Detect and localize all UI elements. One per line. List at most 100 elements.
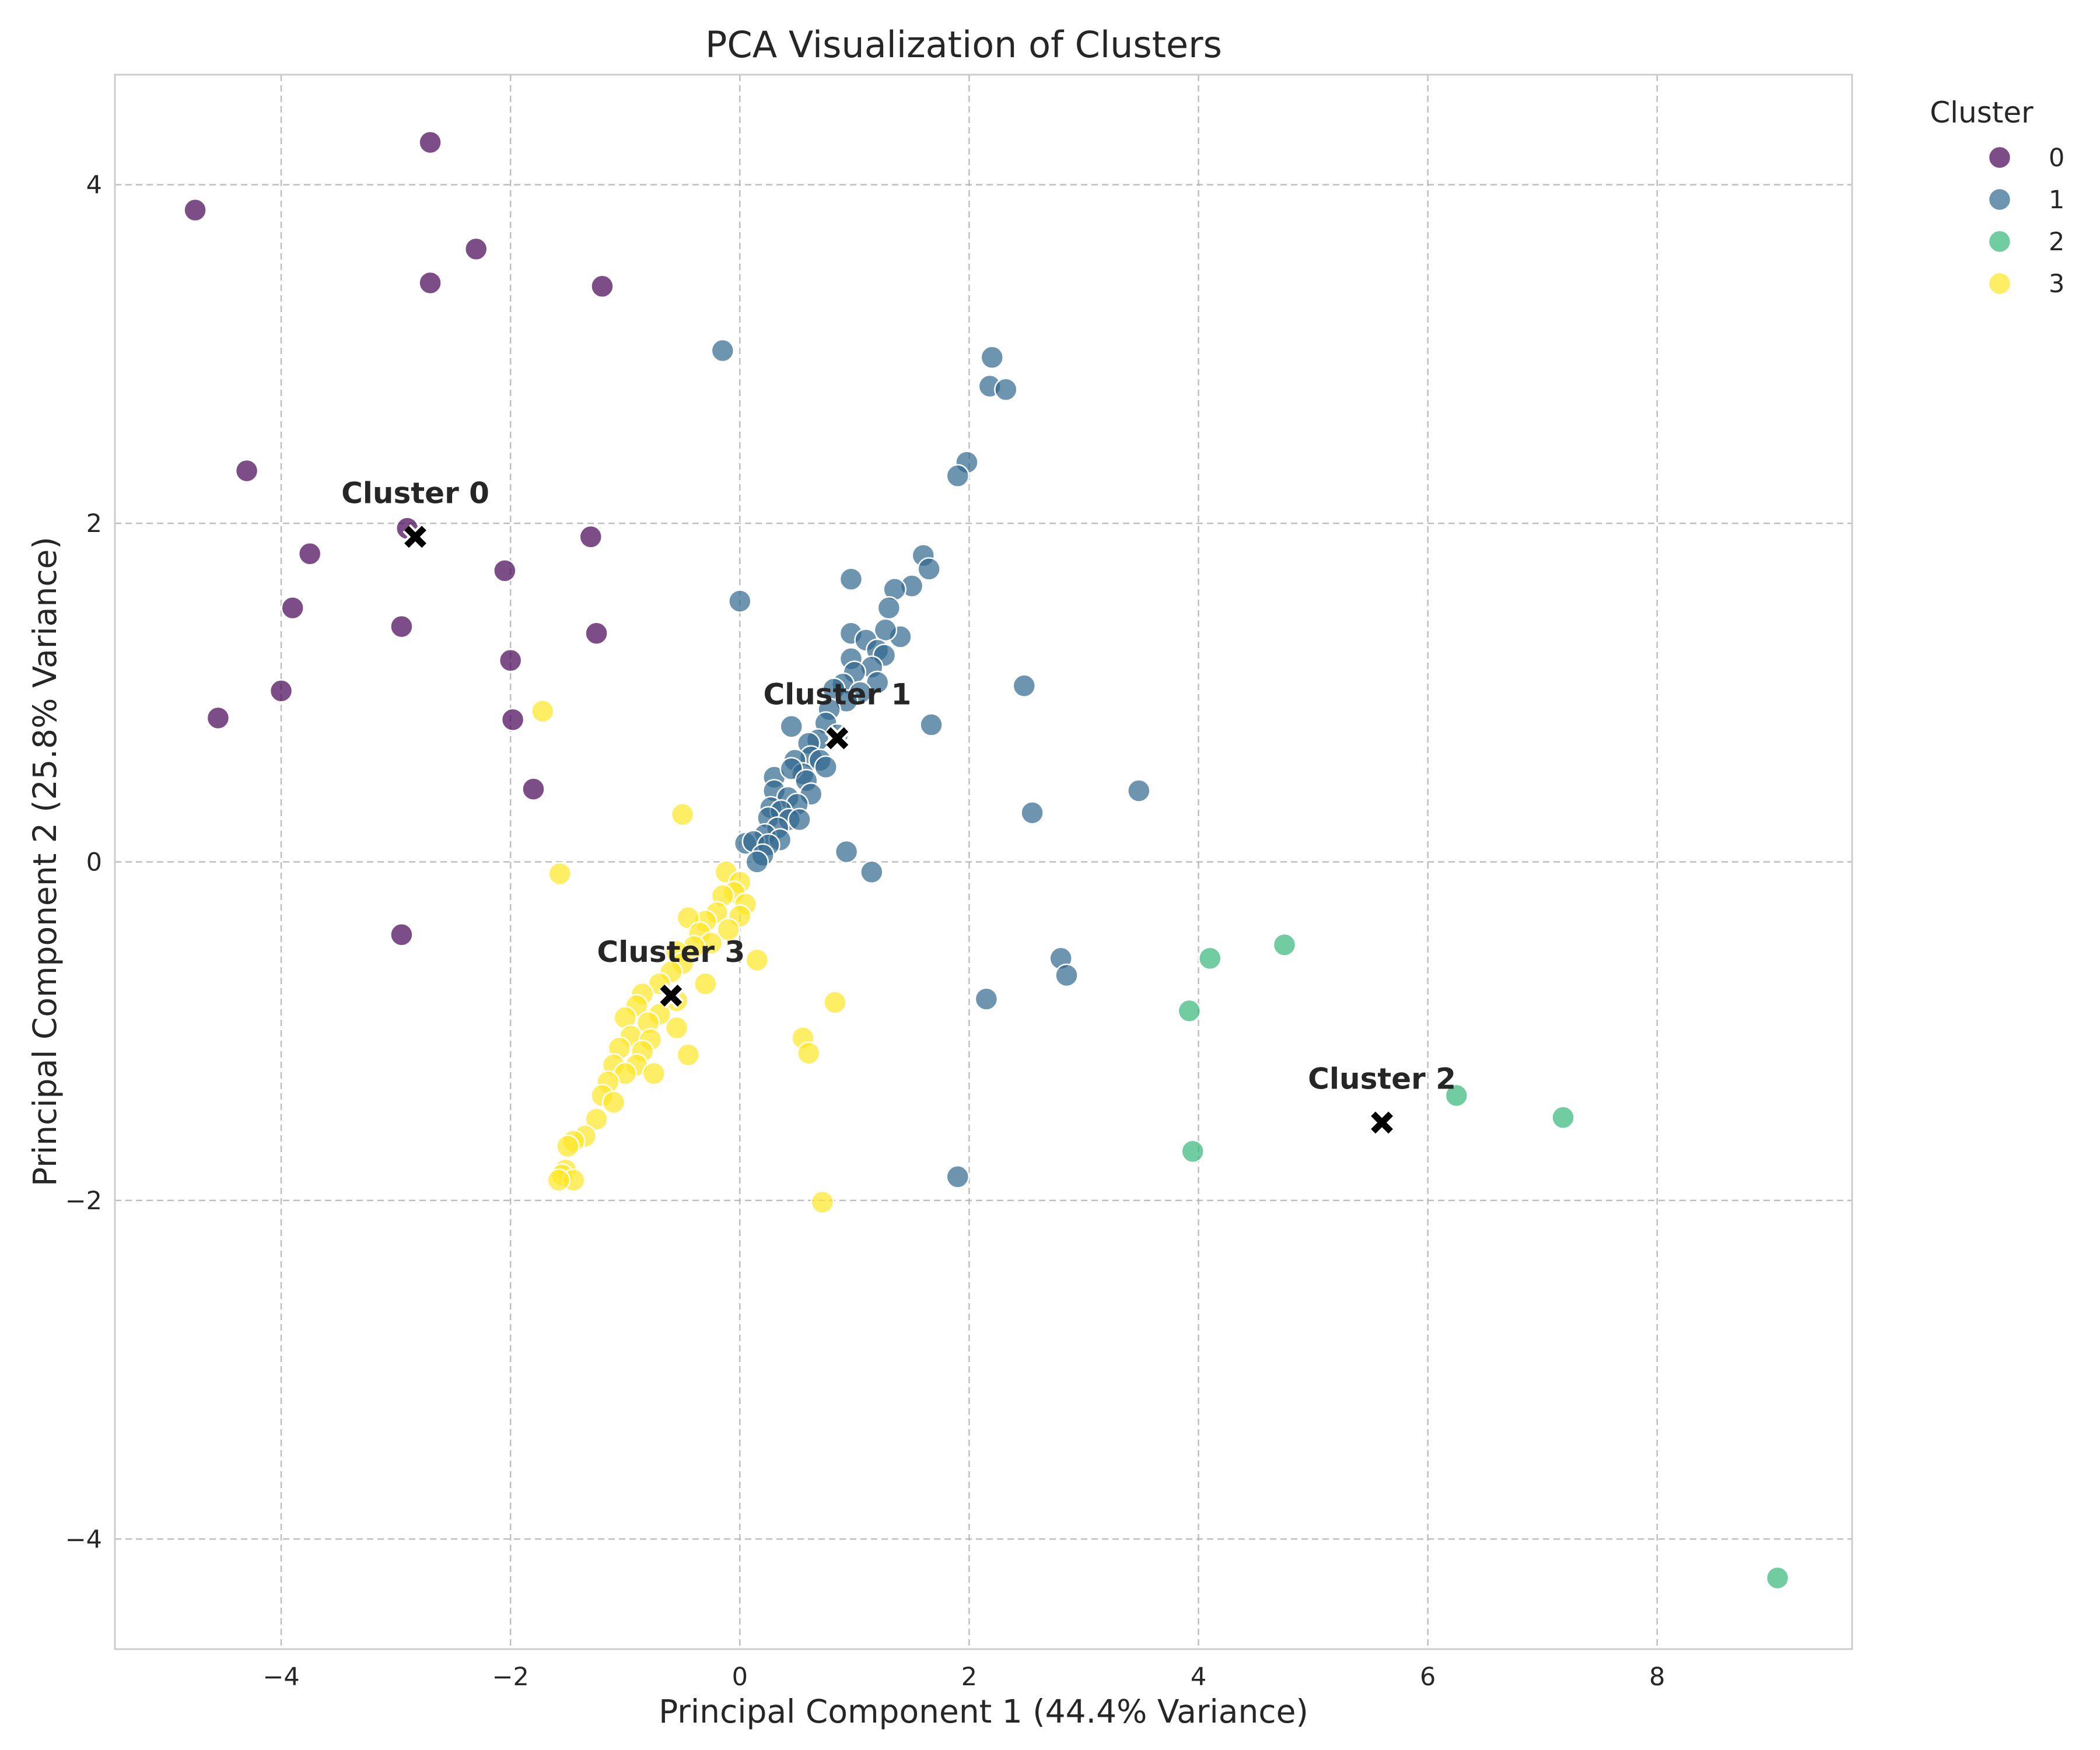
legend-label: 1 xyxy=(2049,186,2064,215)
cluster-0-point xyxy=(418,271,442,295)
cluster-3-point xyxy=(584,1107,608,1131)
cluster-1-point xyxy=(779,715,803,738)
cluster-1-point xyxy=(877,596,901,620)
tick-labels: −4 −2 0 2 4 6 8 −4 −2 0 2 4 xyxy=(65,171,1665,1692)
cluster-0-point xyxy=(522,777,545,801)
x-tick-label: 0 xyxy=(732,1662,748,1692)
cluster-3-point xyxy=(745,948,769,972)
cluster-2-point xyxy=(1198,946,1222,971)
x-tick-label: 4 xyxy=(1191,1662,1206,1692)
cluster-3-point xyxy=(716,918,740,942)
cluster-3-point xyxy=(642,1062,666,1086)
cluster-2-point xyxy=(1272,933,1297,957)
cluster-1-point xyxy=(919,713,943,737)
cluster-1-point xyxy=(865,670,890,695)
centroid-label: Cluster 3 xyxy=(597,935,745,969)
cluster-0-point xyxy=(498,648,523,673)
x-tick-label: −2 xyxy=(492,1662,528,1692)
cluster-0-point xyxy=(390,614,414,639)
centroid-label: Cluster 0 xyxy=(341,476,489,510)
scatter-points xyxy=(183,130,1790,1590)
cluster-2-point xyxy=(1551,1105,1575,1129)
gridlines xyxy=(115,75,1852,1649)
cluster-1-point xyxy=(1127,779,1151,803)
cluster-3-point xyxy=(601,1090,626,1114)
cluster-3-point xyxy=(810,1190,835,1214)
cluster-0-point xyxy=(298,542,322,566)
x-tick-label: −4 xyxy=(262,1662,299,1692)
cluster-1-point xyxy=(710,338,735,363)
cluster-2-point xyxy=(1177,999,1202,1023)
cluster-2-point xyxy=(1181,1139,1205,1164)
cluster-1-point xyxy=(834,839,859,864)
cluster-2-point xyxy=(1765,1566,1790,1590)
y-tick-label: 2 xyxy=(86,509,102,538)
cluster-1-point xyxy=(946,1165,970,1189)
cluster-1-point xyxy=(1055,963,1079,988)
y-tick-label: −2 xyxy=(65,1186,102,1216)
cluster-0-point xyxy=(206,706,230,730)
cluster-1-point xyxy=(946,464,970,488)
cluster-1-point xyxy=(1020,801,1044,825)
centroid-marker xyxy=(660,984,682,1007)
cluster-0-point xyxy=(579,525,603,549)
legend-marker xyxy=(1987,145,2012,170)
plot-frame xyxy=(114,74,1853,1650)
x-axis-label: Principal Component 1 (44.4% Variance) xyxy=(659,1693,1308,1730)
y-tick-label: −4 xyxy=(65,1525,102,1554)
cluster-1-point xyxy=(728,589,752,613)
y-tick-label: 0 xyxy=(86,848,102,877)
centroid-label: Cluster 2 xyxy=(1308,1062,1456,1096)
legend-marker xyxy=(1987,187,2012,212)
cluster-1-point xyxy=(994,377,1018,402)
centroid-label: Cluster 1 xyxy=(763,678,911,712)
x-tick-label: 6 xyxy=(1420,1662,1436,1692)
legend-title: Cluster xyxy=(1930,96,2034,130)
centroid-marker xyxy=(1371,1111,1393,1134)
legend: Cluster 0 1 2 3 xyxy=(1930,96,2064,299)
cluster-0-point xyxy=(390,923,414,947)
cluster-1-point xyxy=(1012,674,1037,698)
cluster-1-point xyxy=(873,618,898,642)
cluster-0-point xyxy=(235,459,259,483)
cluster-0-point xyxy=(269,679,293,703)
cluster-2-point xyxy=(1444,1083,1469,1108)
cluster-0-point xyxy=(584,621,608,645)
x-tick-label: 8 xyxy=(1649,1662,1665,1692)
cluster-0-point xyxy=(590,274,614,299)
legend-marker xyxy=(1987,229,2012,254)
centroid-markers: Cluster 0 Cluster 1 Cluster 2 Cluster 3 xyxy=(341,476,1456,1136)
cluster-0-point xyxy=(183,198,207,222)
cluster-1-point xyxy=(788,807,811,832)
cluster-3-point xyxy=(547,1168,570,1192)
cluster-0-point xyxy=(281,596,304,620)
chart-title: PCA Visualization of Clusters xyxy=(705,23,1222,66)
legend-marker xyxy=(1987,271,2012,296)
cluster-0-point xyxy=(493,559,517,583)
centroid-marker xyxy=(826,727,849,750)
legend-label: 3 xyxy=(2049,270,2064,299)
cluster-1-point xyxy=(745,850,769,874)
cluster-3-point xyxy=(670,802,695,827)
x-tick-label: 2 xyxy=(961,1662,977,1692)
cluster-1-point xyxy=(917,557,941,581)
cluster-3-point xyxy=(823,991,847,1014)
cluster-3-point xyxy=(796,1041,821,1065)
cluster-1-point xyxy=(839,567,863,592)
legend-label: 2 xyxy=(2049,228,2064,257)
cluster-3-point xyxy=(530,699,555,723)
cluster-1-point xyxy=(860,860,884,884)
cluster-3-point xyxy=(694,972,718,996)
y-tick-label: 4 xyxy=(86,171,102,200)
cluster-3-point xyxy=(548,862,572,886)
cluster-0-point xyxy=(501,708,525,732)
y-axis-label: Principal Component 2 (25.8% Variance) xyxy=(26,537,64,1186)
cluster-3-point xyxy=(556,1134,580,1158)
cluster-1-point xyxy=(974,987,999,1011)
legend-label: 0 xyxy=(2049,144,2064,173)
cluster-3-point xyxy=(664,1016,689,1040)
cluster-1-point xyxy=(814,755,838,779)
cluster-3-point xyxy=(676,1043,701,1067)
cluster-1-point xyxy=(980,345,1004,369)
